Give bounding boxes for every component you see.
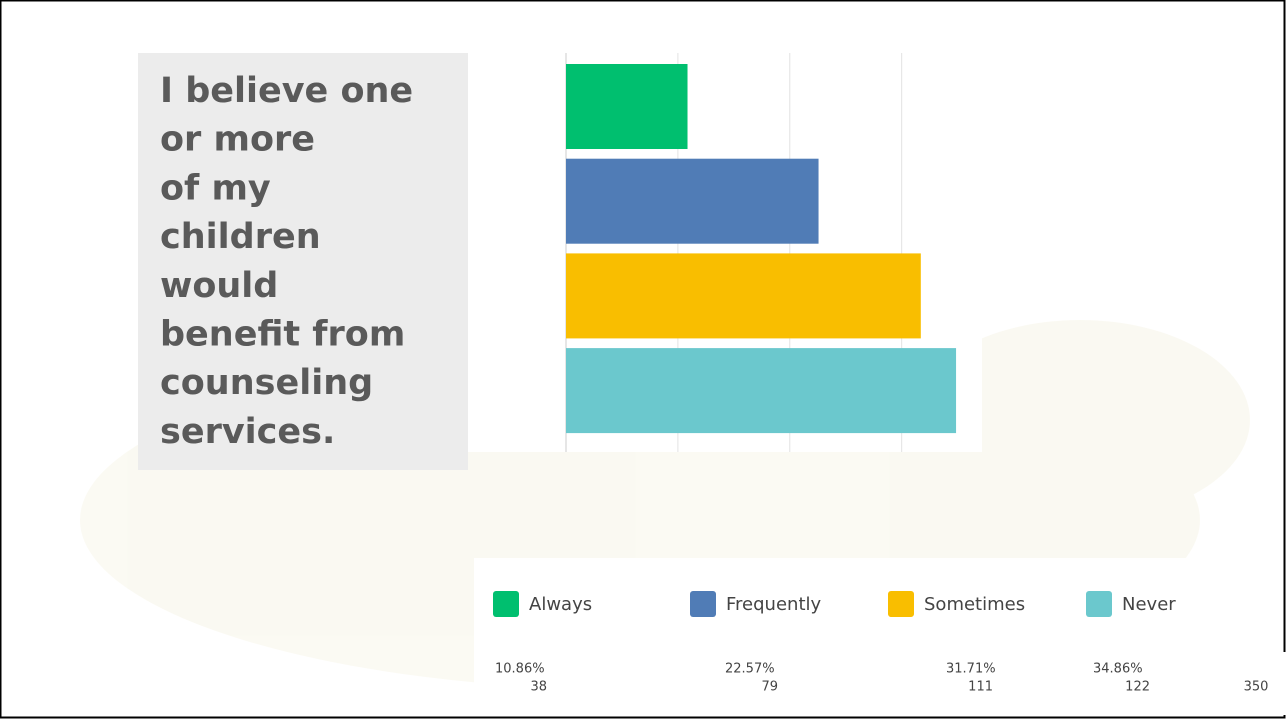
value-label: 10.86% (495, 662, 545, 677)
legend-swatch (493, 591, 519, 617)
bar (566, 253, 921, 339)
count-label: 79 (761, 680, 778, 695)
question-line: or more (160, 120, 315, 160)
legend-label: Sometimes (924, 594, 1025, 615)
bar (566, 158, 819, 244)
question-line: services. (160, 412, 335, 452)
legend-label: Frequently (726, 594, 821, 615)
total-box (1190, 652, 1286, 715)
question-line: I believe one (160, 71, 413, 111)
question-line: benefit from (160, 315, 405, 355)
legend-box (474, 558, 1190, 715)
legend-label: Always (529, 594, 592, 615)
value-label: 34.86% (1093, 662, 1143, 677)
question-line: children (160, 217, 321, 257)
value-label: 31.71% (946, 662, 996, 677)
bar (566, 64, 688, 149)
legend-swatch (888, 591, 914, 617)
question-line: counseling (160, 363, 373, 403)
question-line: would (160, 266, 278, 306)
count-label: 38 (530, 680, 547, 695)
count-label: 111 (968, 680, 993, 695)
count-label: 122 (1125, 680, 1150, 695)
question-line: of my (160, 168, 271, 208)
value-label: 22.57% (725, 662, 775, 677)
legend-swatch (690, 591, 716, 617)
bar (566, 348, 957, 434)
question-box (138, 53, 468, 470)
total-label: 350 (1244, 680, 1269, 695)
legend-swatch (1086, 591, 1112, 617)
legend-label: Never (1122, 594, 1176, 615)
